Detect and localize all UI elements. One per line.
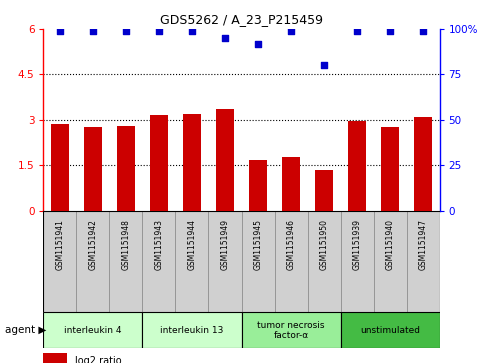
Text: GSM1151946: GSM1151946 — [286, 219, 296, 270]
Text: GSM1151941: GSM1151941 — [56, 219, 64, 270]
Point — [221, 35, 229, 41]
Bar — [76, 211, 110, 312]
Bar — [84, 127, 102, 211]
Text: GSM1151943: GSM1151943 — [155, 219, 163, 270]
Text: GSM1151945: GSM1151945 — [254, 219, 262, 270]
Bar — [373, 211, 407, 312]
Bar — [216, 109, 234, 211]
Bar — [110, 211, 142, 312]
Bar — [274, 211, 308, 312]
Text: agent ▶: agent ▶ — [5, 325, 46, 335]
Text: GSM1151942: GSM1151942 — [88, 219, 98, 270]
Text: GSM1151949: GSM1151949 — [221, 219, 229, 270]
Point — [122, 28, 130, 34]
Bar — [381, 127, 399, 211]
Bar — [315, 170, 333, 211]
Bar — [308, 211, 341, 312]
Point — [353, 28, 361, 34]
Text: tumor necrosis
factor-α: tumor necrosis factor-α — [257, 321, 325, 340]
Point — [386, 28, 394, 34]
Point — [287, 28, 295, 34]
Bar — [282, 157, 300, 211]
Text: GSM1151939: GSM1151939 — [353, 219, 361, 270]
Bar — [341, 312, 440, 348]
Bar — [150, 115, 168, 211]
Title: GDS5262 / A_23_P215459: GDS5262 / A_23_P215459 — [160, 13, 323, 26]
Bar — [43, 211, 76, 312]
Bar — [51, 124, 69, 211]
Point — [89, 28, 97, 34]
Point — [188, 28, 196, 34]
Bar — [407, 211, 440, 312]
Point — [56, 28, 64, 34]
Point — [419, 28, 427, 34]
Bar — [242, 211, 274, 312]
Bar — [117, 126, 135, 211]
Text: interleukin 13: interleukin 13 — [160, 326, 224, 335]
Point — [155, 28, 163, 34]
Bar — [242, 312, 341, 348]
Point — [254, 41, 262, 46]
Bar — [414, 117, 432, 211]
Bar — [249, 160, 267, 211]
Bar — [43, 312, 142, 348]
Bar — [348, 121, 366, 211]
Text: GSM1151948: GSM1151948 — [122, 219, 130, 270]
Text: GSM1151947: GSM1151947 — [419, 219, 427, 270]
Bar — [175, 211, 209, 312]
Bar — [43, 353, 67, 363]
Text: GSM1151944: GSM1151944 — [187, 219, 197, 270]
Point — [320, 62, 328, 68]
Text: GSM1151940: GSM1151940 — [385, 219, 395, 270]
Bar — [183, 114, 201, 211]
Text: interleukin 4: interleukin 4 — [64, 326, 122, 335]
Bar — [209, 211, 242, 312]
Text: GSM1151950: GSM1151950 — [320, 219, 328, 270]
Text: unstimulated: unstimulated — [360, 326, 420, 335]
Text: log2 ratio: log2 ratio — [75, 356, 122, 363]
Bar — [142, 312, 242, 348]
Bar — [341, 211, 373, 312]
Bar — [142, 211, 175, 312]
